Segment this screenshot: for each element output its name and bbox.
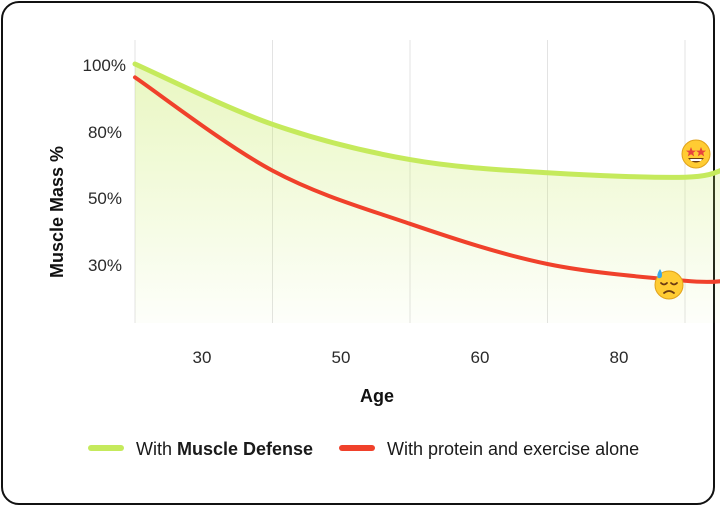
x-axis-title: Age	[360, 386, 394, 406]
y-axis-title: Muscle Mass %	[47, 146, 67, 278]
series-muscle-defense-line	[132, 61, 720, 180]
x-tick-label: 80	[610, 348, 629, 367]
y-tick-label: 100%	[83, 56, 126, 75]
x-tick-label: 60	[471, 348, 490, 367]
star-struck-emoji-icon	[681, 139, 711, 169]
y-tick-label: 30%	[88, 256, 122, 275]
y-tick-label: 80%	[88, 123, 122, 142]
x-tick-label: 30	[193, 348, 212, 367]
downcast-sweat-emoji-icon	[654, 269, 684, 300]
legend-label-muscle-defense: With Muscle Defense	[136, 439, 313, 459]
x-tick-label: 50	[332, 348, 351, 367]
legend-label-protein-exercise: With protein and exercise alone	[387, 439, 639, 459]
y-tick-label: 50%	[88, 189, 122, 208]
